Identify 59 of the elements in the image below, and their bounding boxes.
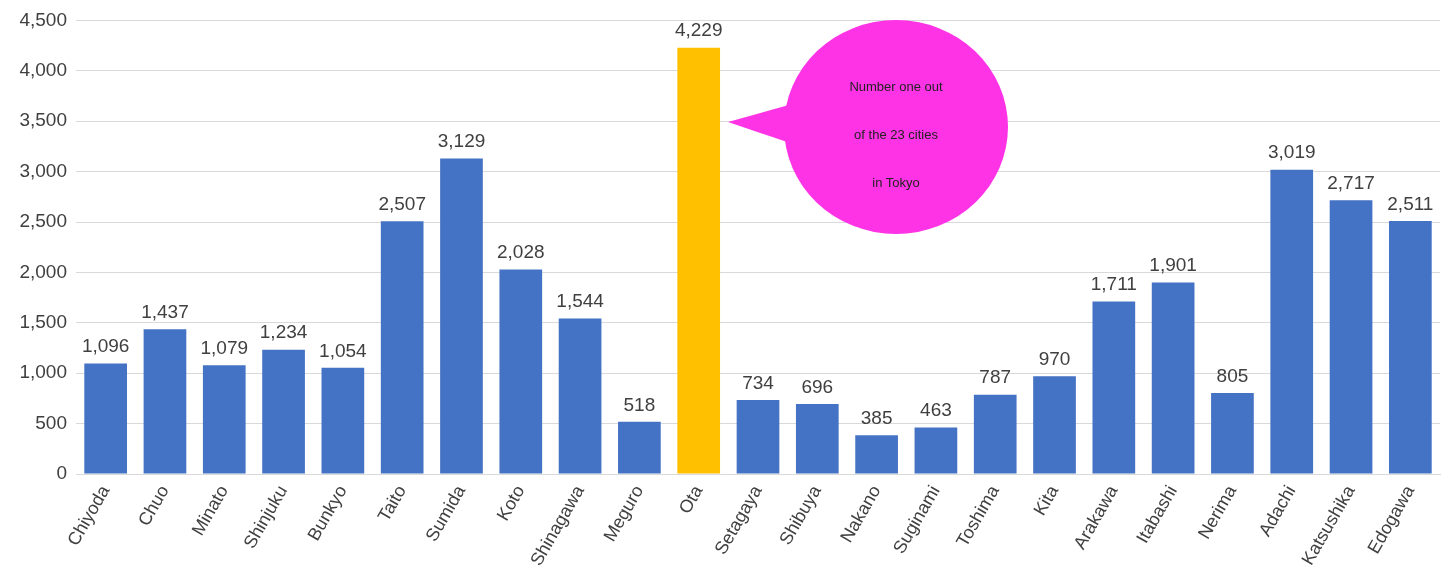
data-label: 2,717 [1327,171,1375,193]
bar [499,269,543,474]
data-label: 805 [1216,364,1249,386]
bar [1389,220,1432,474]
bar [855,435,898,474]
data-label: 3,019 [1267,141,1316,163]
data-label: 1,096 [81,335,130,357]
y-tick-label: 2,000 [19,260,67,282]
y-tick-label: 3,500 [19,109,67,131]
data-label: 787 [979,366,1012,388]
data-label: 385 [860,406,893,428]
bar [262,349,305,474]
data-label: 1,901 [1149,254,1197,276]
bar [914,427,958,474]
data-label: 1,437 [141,300,189,322]
data-label: 2,511 [1387,192,1434,214]
bar [1033,376,1076,474]
data-label: 3,129 [437,130,486,152]
y-tick-label: 4,000 [19,59,67,81]
data-label: 2,507 [378,193,426,215]
y-tick-label: 4,500 [19,8,67,30]
data-label: 463 [920,399,952,421]
bar [1211,392,1254,474]
bar [1270,169,1314,474]
y-tick-label: 1,000 [19,361,67,383]
bar [380,221,424,474]
data-label: 734 [742,371,775,393]
bar [618,421,661,474]
data-label: 696 [801,375,834,397]
bar [321,367,365,474]
text: Number one out of the 23 cities in Tokyo [849,79,943,191]
bar [795,403,839,474]
data-label: 1,054 [319,339,368,361]
data-label: 4,229 [674,19,723,41]
bar [143,329,187,474]
bar [84,363,127,474]
x-tick-label: Ota [674,481,707,518]
x-tick-label: Kita [1029,481,1063,519]
bar [677,47,721,474]
data-label: 970 [1038,348,1071,370]
y-tick-label: 2,500 [19,210,67,232]
y-tick-label: 3,000 [19,159,67,181]
bar [1092,301,1136,474]
bar [440,158,483,474]
data-label: 1,079 [200,337,249,359]
data-label: 1,711 [1090,273,1137,295]
y-tick-label: 0 [56,462,67,484]
data-label: 2,028 [497,241,545,263]
bar [973,394,1017,474]
data-label: 518 [623,393,656,415]
bar [558,318,602,474]
bar [736,400,780,474]
y-tick-label: 500 [35,411,67,433]
bar [1329,200,1373,474]
bar [202,365,246,474]
y-tick-label: 1,500 [19,311,67,333]
bar [1151,282,1195,474]
data-label: 1,234 [259,321,308,343]
data-label: 1,544 [556,290,605,312]
